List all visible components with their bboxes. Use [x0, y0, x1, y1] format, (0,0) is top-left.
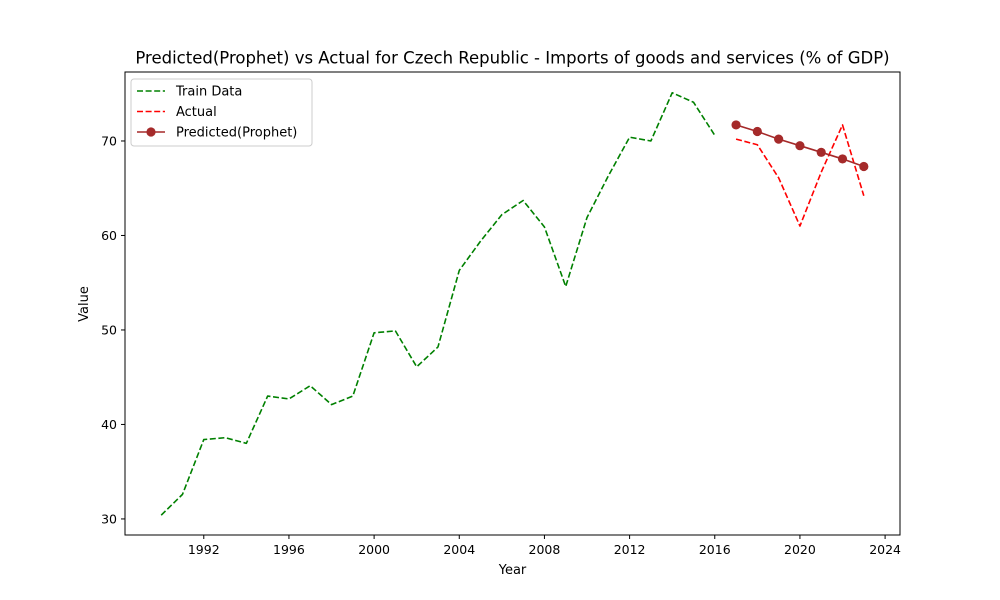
legend-label-predicted-prophet: Predicted(Prophet)	[176, 126, 297, 141]
x-tick-label: 2000	[358, 542, 390, 557]
data-point-predicted-prophet	[731, 120, 741, 130]
x-axis: 1992 1996 2000 2004 2008 2012 2016 2020 2024	[188, 535, 901, 557]
x-tick-label: 2024	[869, 542, 901, 557]
data-point-predicted-prophet	[837, 154, 848, 164]
plot-frame	[124, 71, 901, 536]
x-tick-label: 2004	[443, 542, 475, 557]
legend-label-train-data: Train Data	[175, 85, 242, 100]
plot-area	[124, 71, 901, 536]
series-line-train-data	[160, 91, 716, 516]
legend: Train Data Actual Predicted(Prophet)	[130, 78, 313, 147]
x-tick-label: 2016	[699, 542, 731, 557]
chart-title: Predicted(Prophet) vs Actual for Czech R…	[135, 49, 889, 68]
y-tick-label: 50	[101, 322, 117, 337]
x-tick-label: 1996	[273, 542, 305, 557]
data-point-predicted-prophet	[816, 147, 826, 157]
y-tick-label: 40	[101, 417, 117, 432]
data-point-predicted-prophet	[752, 126, 762, 137]
data-point-predicted-prophet	[859, 161, 869, 172]
x-axis-label: Year	[498, 563, 527, 578]
x-tick-label: 1992	[188, 542, 220, 557]
x-tick-label: 2020	[784, 542, 816, 557]
y-axis-label: Value	[77, 286, 92, 322]
data-point-predicted-prophet	[795, 141, 805, 151]
x-tick-label: 2012	[614, 542, 646, 557]
legend-box	[130, 78, 313, 147]
legend-marker-predicted-prophet	[146, 127, 156, 137]
data-point-predicted-prophet	[774, 134, 784, 144]
y-tick-label: 70	[101, 133, 117, 148]
y-tick-label: 60	[101, 228, 117, 243]
x-tick-label: 2008	[529, 542, 561, 557]
legend-label-actual: Actual	[176, 105, 217, 120]
y-axis: 30 40 50 60 70	[101, 133, 125, 526]
y-tick-label: 30	[101, 511, 117, 526]
series-line-actual	[735, 124, 865, 227]
